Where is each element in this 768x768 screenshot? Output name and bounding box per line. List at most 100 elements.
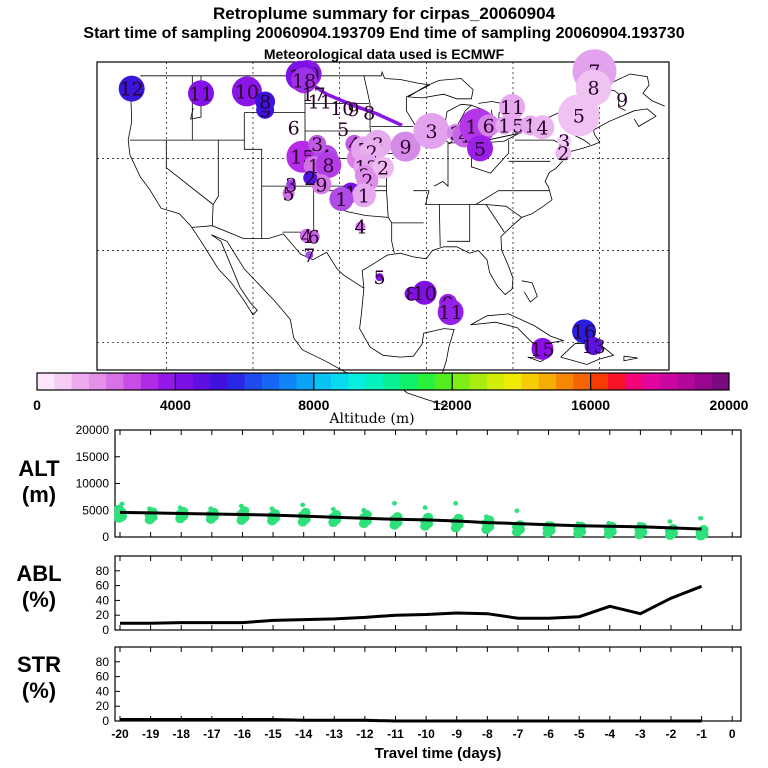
- altitude-point: [238, 503, 244, 509]
- altitude-point: [300, 502, 306, 508]
- colorbar-tick-label: 16000: [571, 397, 610, 413]
- colorbar-cell: [434, 373, 453, 390]
- colorbar-cell: [538, 373, 557, 390]
- geo-line: [438, 204, 441, 247]
- x-tick-label: -7: [513, 727, 524, 741]
- x-tick-label: -14: [295, 727, 313, 741]
- colorbar-cell: [556, 373, 574, 390]
- colorbar-cell: [158, 373, 176, 390]
- plume-marker-dot: [305, 251, 314, 260]
- plume-marker-dot: [413, 112, 450, 149]
- sampling-time-subtitle: Start time of sampling 20060904.193709 E…: [83, 25, 685, 42]
- plume-marker: 1: [329, 186, 354, 211]
- plume-marker-label: 1: [498, 115, 510, 137]
- plume-marker-dot: [372, 156, 394, 179]
- colorbar-tick-label: 4000: [160, 397, 191, 413]
- geo-line: [527, 356, 547, 363]
- plume-marker: 6: [288, 117, 300, 139]
- colorbar-cell: [625, 373, 643, 390]
- plume-marker-dot: [329, 186, 354, 211]
- plume-marker-label: 2: [377, 158, 389, 180]
- colorbar-cell: [642, 373, 661, 390]
- y-tick-label: 0: [102, 623, 109, 637]
- plume-marker-label: 5: [512, 115, 524, 137]
- colorbar-cell: [677, 373, 695, 390]
- colorbar-cell: [123, 373, 142, 390]
- colorbar-cell: [573, 373, 592, 390]
- plume-marker-label: 11: [308, 92, 332, 114]
- plume-marker-label: 12: [120, 79, 144, 101]
- geo-line: [471, 140, 510, 174]
- colorbar-cell: [88, 373, 107, 390]
- plume-marker: 5: [373, 267, 385, 289]
- plume-marker-label: 3: [311, 134, 323, 156]
- plume-marker: 6: [477, 114, 500, 137]
- plume-marker-dot: [437, 299, 464, 326]
- geo-line: [140, 70, 430, 86]
- y-tick-label: 20000: [76, 423, 110, 437]
- plume-marker: 3: [413, 112, 450, 149]
- y-tick-label: 60: [96, 670, 110, 684]
- plume-marker-label: 4: [536, 117, 548, 139]
- plume-marker-dot: [188, 80, 214, 107]
- plume-marker: 9: [616, 90, 628, 112]
- plume-marker: 5: [467, 135, 494, 162]
- plume-marker: 4: [530, 115, 555, 140]
- plume-marker-label: 9: [315, 174, 327, 196]
- colorbar-tick-label: 12000: [433, 397, 472, 413]
- chart-title: Retroplume summary for cirpas_20060904: [212, 4, 556, 23]
- colorbar-cell: [210, 373, 228, 390]
- colorbar-cell: [227, 373, 246, 390]
- altitude-point: [392, 501, 398, 506]
- colorbar-cell: [400, 373, 419, 390]
- colorbar-cell: [140, 373, 159, 390]
- colorbar-cell: [486, 373, 505, 390]
- colorbar-cell: [348, 373, 367, 390]
- altitude-colorbar: 0 4000 8000 12000 16000 20000 Altitude (m): [33, 372, 749, 427]
- plume-marker: 10: [330, 98, 354, 120]
- plume-marker: 2: [372, 156, 394, 180]
- plume-marker: 8: [575, 69, 612, 106]
- plume-marker-dot: [575, 69, 612, 106]
- altitude-point: [698, 525, 709, 535]
- geo-line: [129, 139, 214, 205]
- plume-marker-label: 11: [189, 83, 213, 105]
- plume-marker: 7: [303, 245, 315, 267]
- x-tick-label: -18: [173, 727, 191, 741]
- panel-frame: [114, 555, 742, 631]
- plume-marker-dot: [307, 230, 320, 243]
- altitude-point: [177, 505, 183, 510]
- plume-marker-dot: [282, 187, 295, 200]
- colorbar-cell: [192, 373, 211, 390]
- y-tick-label: 15000: [76, 450, 110, 464]
- plume-marker-dot: [315, 151, 342, 178]
- plume-marker: 8: [315, 151, 342, 178]
- colorbar-tick-label: 20000: [710, 397, 749, 413]
- altitude-point: [422, 505, 428, 510]
- plume-marker-label: 8: [322, 155, 334, 177]
- altitude-point: [208, 506, 214, 511]
- x-tick-label: -17: [203, 727, 221, 741]
- y-axis-label: STR: [17, 652, 61, 677]
- y-tick-label: 60: [96, 579, 110, 593]
- plume-marker: 3: [285, 174, 297, 196]
- colorbar-title: Altitude (m): [328, 411, 414, 427]
- y-tick-label: 10000: [76, 477, 110, 491]
- y-axis-unit: (m): [22, 482, 56, 507]
- x-tick-label: -6: [543, 727, 554, 741]
- x-tick-label: -16: [234, 727, 252, 741]
- plume-marker-label: 15: [530, 339, 554, 361]
- y-tick-label: 5000: [82, 503, 109, 517]
- altitude-point: [514, 508, 520, 514]
- plume-marker-label: 8: [588, 78, 600, 100]
- colorbar-tick-label: 8000: [298, 397, 329, 413]
- plume-marker-dot: [231, 76, 262, 107]
- plume-marker-label: 8: [363, 103, 375, 125]
- panel-frame: [114, 646, 742, 722]
- plume-marker: 6: [308, 227, 320, 249]
- x-axis-title: Travel time (days): [375, 745, 502, 762]
- colorbar-cell: [383, 373, 401, 390]
- plume-marker-label: 3: [285, 174, 297, 196]
- x-tick-label: -3: [635, 727, 646, 741]
- plume-marker-label: 9: [399, 137, 411, 159]
